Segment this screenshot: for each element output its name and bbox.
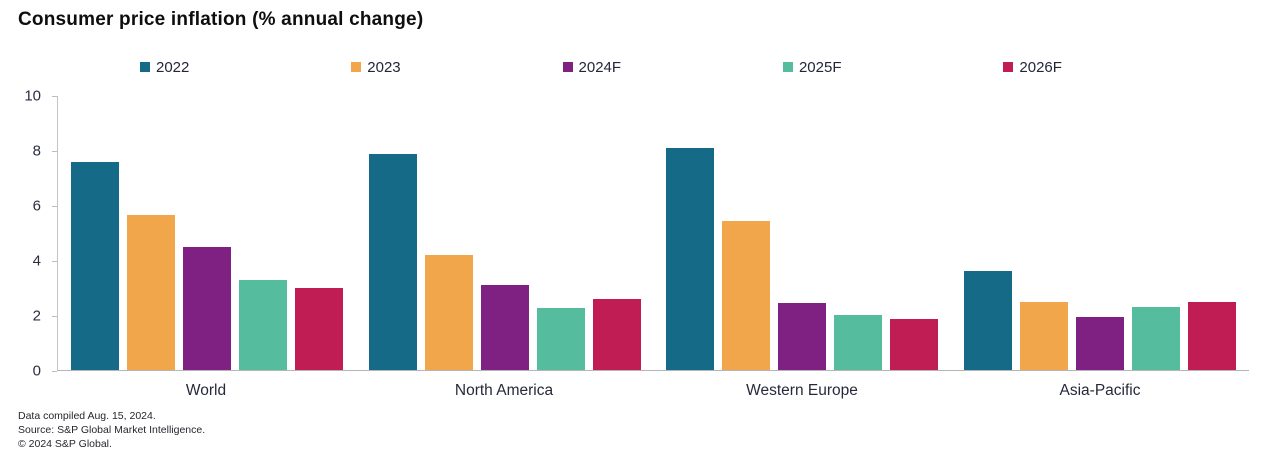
y-tick-label: 0: [32, 362, 41, 380]
bar-2024f: [778, 302, 827, 370]
legend: 2022 2023 2024F 2025F 2026F: [140, 56, 1062, 78]
y-tick-label: 6: [32, 197, 41, 215]
bar-2022: [368, 153, 417, 370]
legend-swatch-icon: [562, 62, 573, 72]
bar-2024f: [1076, 316, 1125, 370]
bar-2024f: [182, 246, 231, 370]
chart-title: Consumer price inflation (% annual chang…: [18, 9, 424, 30]
bar-2026f: [294, 287, 343, 370]
footer-source: Source: S&P Global Market Intelligence.: [18, 424, 206, 436]
y-tick-mark: [52, 205, 57, 207]
legend-item-2024f: 2024F: [562, 58, 622, 76]
bar-2023: [722, 220, 771, 370]
y-axis: 0 2 4 6 8 10: [0, 88, 57, 380]
x-label-north-america: North America: [454, 382, 554, 399]
x-label-western-europe: Western Europe: [746, 382, 858, 399]
legend-swatch-icon: [140, 62, 150, 72]
bar-2025f: [536, 308, 585, 370]
x-label-asia-pacific: Asia-Pacific: [1059, 382, 1141, 399]
bar-2026f: [592, 298, 641, 370]
bar-2023: [424, 254, 473, 370]
bar-2026f: [1188, 301, 1237, 370]
bar-2022: [70, 161, 119, 370]
legend-item-2025f: 2025F: [782, 58, 842, 76]
footer-compiled-date: Data compiled Aug. 15, 2024.: [18, 410, 156, 422]
legend-swatch-icon: [782, 62, 793, 72]
bar-2023: [1020, 301, 1069, 370]
bar-2025f: [834, 315, 883, 370]
legend-label: 2022: [156, 58, 190, 76]
y-tick-label: 4: [32, 252, 41, 270]
y-tick-label: 10: [24, 87, 41, 105]
bar-2025f: [1132, 306, 1181, 370]
legend-label: 2026F: [1019, 58, 1062, 76]
y-tick-mark: [52, 315, 57, 317]
bar-2024f: [480, 285, 529, 370]
footer-copyright: © 2024 S&P Global.: [18, 438, 112, 450]
y-tick-mark: [52, 95, 57, 97]
bar-2022: [666, 148, 715, 370]
legend-item-2022: 2022: [140, 59, 189, 76]
bar-group-western-europe: [654, 96, 952, 370]
legend-label: 2025F: [798, 58, 842, 76]
legend-label: 2023: [367, 58, 401, 76]
legend-label: 2024F: [578, 58, 622, 76]
y-tick-mark: [52, 260, 57, 262]
x-label-world: World: [185, 382, 227, 399]
legend-swatch-icon: [1003, 62, 1014, 72]
y-tick-mark: [52, 150, 57, 152]
y-tick-label: 8: [32, 142, 41, 160]
bar-group-world: [58, 96, 356, 370]
footer: Data compiled Aug. 15, 2024. Source: S&P…: [18, 409, 205, 451]
y-tick-label: 2: [32, 307, 41, 325]
y-tick-mark: [52, 370, 57, 372]
legend-item-2026f: 2026F: [1003, 59, 1062, 76]
legend-item-2023: 2023: [351, 58, 401, 76]
bar-2022: [964, 271, 1013, 370]
bar-group-asia-pacific: [951, 96, 1249, 370]
bar-2026f: [890, 319, 939, 370]
bar-2025f: [238, 279, 287, 370]
bar-group-north-america: [356, 96, 654, 370]
bar-2023: [126, 215, 175, 370]
plot-area: [57, 96, 1249, 371]
x-axis-labels: World North America Western Europe Asia-Pac…: [57, 382, 1249, 400]
legend-swatch-icon: [351, 62, 362, 72]
